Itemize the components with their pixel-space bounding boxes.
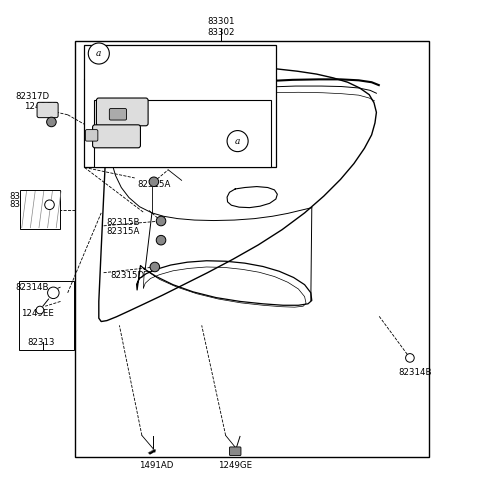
Text: ➥: ➥ bbox=[146, 446, 159, 459]
FancyBboxPatch shape bbox=[229, 447, 241, 455]
Text: 93582A: 93582A bbox=[209, 106, 242, 116]
Text: a: a bbox=[96, 49, 101, 58]
Text: 93580R: 93580R bbox=[163, 63, 197, 72]
FancyBboxPatch shape bbox=[85, 130, 98, 141]
FancyBboxPatch shape bbox=[37, 102, 58, 118]
Circle shape bbox=[227, 131, 248, 152]
Text: 83394A: 83394A bbox=[9, 192, 43, 201]
FancyBboxPatch shape bbox=[109, 108, 127, 120]
Text: 93581F: 93581F bbox=[209, 131, 241, 141]
Circle shape bbox=[149, 177, 158, 186]
Text: 82315B: 82315B bbox=[106, 218, 140, 227]
Text: 82317D: 82317D bbox=[15, 92, 49, 101]
Text: 82314B: 82314B bbox=[15, 283, 48, 291]
FancyBboxPatch shape bbox=[20, 190, 60, 229]
Text: 82315A: 82315A bbox=[106, 226, 139, 236]
FancyBboxPatch shape bbox=[84, 45, 276, 167]
Text: 82314B: 82314B bbox=[398, 368, 432, 377]
FancyBboxPatch shape bbox=[94, 101, 271, 167]
Circle shape bbox=[45, 200, 54, 209]
Circle shape bbox=[36, 306, 44, 314]
Text: 1249EE: 1249EE bbox=[21, 309, 54, 318]
Text: 83241: 83241 bbox=[247, 147, 275, 156]
Circle shape bbox=[47, 117, 56, 127]
Text: 82315D: 82315D bbox=[111, 271, 145, 280]
Text: a: a bbox=[235, 137, 240, 145]
Text: 1249GE: 1249GE bbox=[24, 102, 58, 111]
Text: 83301
83302: 83301 83302 bbox=[207, 17, 235, 37]
Circle shape bbox=[406, 354, 414, 362]
Circle shape bbox=[150, 262, 159, 272]
Text: 1249GE: 1249GE bbox=[218, 461, 252, 470]
FancyBboxPatch shape bbox=[93, 125, 141, 148]
FancyBboxPatch shape bbox=[96, 98, 148, 126]
Circle shape bbox=[156, 235, 166, 245]
Circle shape bbox=[88, 43, 109, 64]
Circle shape bbox=[48, 287, 59, 299]
Text: 82313: 82313 bbox=[27, 338, 55, 346]
Text: 82315A: 82315A bbox=[137, 180, 170, 189]
Circle shape bbox=[156, 216, 166, 226]
Text: 83393A: 83393A bbox=[9, 200, 43, 209]
Text: 83231: 83231 bbox=[247, 139, 275, 148]
Text: 93580L: 93580L bbox=[163, 55, 195, 64]
Text: 1491AD: 1491AD bbox=[139, 461, 173, 470]
